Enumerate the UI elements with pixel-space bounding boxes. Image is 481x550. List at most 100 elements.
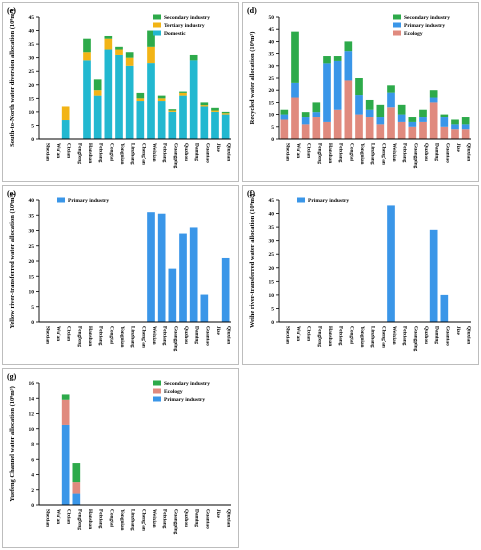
bar-primary-industry xyxy=(440,294,449,322)
bar-primary-industry xyxy=(72,493,81,505)
bar-primary-industry xyxy=(179,233,187,322)
bar-secondary-industry xyxy=(312,102,321,113)
bar-primary-industry xyxy=(61,424,70,505)
x-tick-label: Qiuxian xyxy=(466,143,472,161)
y-tick-label: 10 xyxy=(29,110,35,116)
bar-ecology xyxy=(344,80,353,139)
bar-tertiary-industry xyxy=(200,105,209,107)
chart-weihe-river: (f) 0 5 10 15 20 25 30 35 40 45 Weihe river-transfe… xyxy=(247,189,472,352)
bar-primary-industry xyxy=(451,124,459,130)
x-tick-label: Linzhang xyxy=(130,326,136,348)
y-tick-label: 5 xyxy=(31,123,34,129)
bar-secondary-industry xyxy=(355,78,363,96)
x-tick-label: Guangping xyxy=(172,326,178,352)
y-tick-label: 10 xyxy=(29,290,35,296)
x-tick-label: Hanshan xyxy=(87,143,93,163)
bar-tertiary-industry xyxy=(93,90,102,96)
bar-primary-industry xyxy=(355,95,363,115)
x-tick-label: Quzhou xyxy=(423,326,429,344)
bar-primary-industry xyxy=(440,117,449,127)
x-tick-label: Cixian xyxy=(66,509,72,524)
y-tick-label: 25 xyxy=(269,252,275,258)
bar-secondary-industry xyxy=(168,109,177,111)
y-tick-label: 0 xyxy=(31,503,34,509)
x-tick-label: Wu'an xyxy=(55,509,61,524)
legend-label: Secondary industry xyxy=(404,15,450,21)
y-tick-label: 30 xyxy=(29,229,35,235)
bar-ecology xyxy=(376,124,385,139)
bar-ecology xyxy=(461,129,470,139)
x-tick-label: Wu'an xyxy=(295,326,301,341)
bar-domestic xyxy=(61,120,70,139)
bar-ecology xyxy=(440,126,449,139)
x-tick-label: Guantao xyxy=(204,509,210,529)
bar-secondary-industry xyxy=(83,38,91,53)
bar-secondary-industry xyxy=(301,112,310,118)
bar-domestic xyxy=(83,60,91,139)
y-tick-label: 40 xyxy=(269,212,275,218)
x-tick-label: Cheng'an xyxy=(140,326,146,348)
bar-tertiary-industry xyxy=(157,98,166,102)
bar-secondary-industry xyxy=(461,117,470,125)
y-tick-label: 0 xyxy=(271,320,274,326)
x-tick-label: Cheng'an xyxy=(380,143,386,165)
bar-ecology xyxy=(451,129,459,139)
bar-domestic xyxy=(211,111,219,139)
x-tick-label: Congtai xyxy=(348,326,354,344)
legend-label: Domestic xyxy=(164,31,186,37)
bar-ecology xyxy=(397,121,406,139)
bar-secondary-industry xyxy=(189,54,198,61)
y-tick-label: 25 xyxy=(29,69,35,75)
y-tick-label: 0 xyxy=(271,137,274,143)
bar-domestic xyxy=(147,63,155,139)
bar-tertiary-industry xyxy=(104,38,113,50)
bar-primary-industry xyxy=(429,229,438,322)
x-tick-label: Daming xyxy=(434,326,440,344)
y-tick-label: 35 xyxy=(29,42,35,48)
x-tick-label: Guantao xyxy=(444,326,450,346)
bar-secondary-industry xyxy=(61,394,70,400)
bar-primary-industry xyxy=(301,117,310,125)
bar-secondary-industry xyxy=(376,104,385,118)
bar-primary-industry xyxy=(168,268,177,322)
bar-ecology xyxy=(280,119,289,139)
x-tick-label: Cixian xyxy=(306,143,312,158)
x-tick-label: Feixiang xyxy=(402,143,408,163)
y-tick-label: 12 xyxy=(29,412,35,418)
bar-domestic xyxy=(200,106,209,139)
y-axis-title: South-to-North water diversion allocatio… xyxy=(9,9,16,147)
bar-primary-industry xyxy=(387,205,395,322)
bar-tertiary-industry xyxy=(168,110,177,112)
panel-label: (f) xyxy=(247,189,255,198)
bar-secondary-industry xyxy=(115,46,123,50)
x-tick-label: Quzhou xyxy=(423,143,429,161)
y-tick-label: 2 xyxy=(31,488,34,494)
x-tick-label: Qiuxian xyxy=(226,509,232,527)
bar-secondary-industry xyxy=(344,41,353,52)
bar-domestic xyxy=(136,101,145,139)
y-tick-label: 45 xyxy=(269,198,275,204)
bar-tertiary-industry xyxy=(179,92,187,96)
legend-label: Ecology xyxy=(164,389,183,395)
bar-domestic xyxy=(104,49,113,139)
bar-primary-industry xyxy=(221,257,230,322)
y-tick-label: 0 xyxy=(31,320,34,326)
bar-ecology xyxy=(429,102,438,139)
y-tick-label: 20 xyxy=(269,88,275,94)
legend-label: Secondary industry xyxy=(164,15,210,21)
x-tick-label: Feixiang xyxy=(98,326,104,346)
y-tick-label: 30 xyxy=(269,239,275,245)
x-tick-label: Daming xyxy=(194,143,200,161)
y-tick-label: 14 xyxy=(29,396,35,402)
x-tick-label: Cixian xyxy=(66,326,72,341)
bar-secondary-industry xyxy=(211,107,219,111)
bar-tertiary-industry xyxy=(125,57,134,66)
y-tick-label: 30 xyxy=(29,56,35,62)
x-tick-label: Guangping xyxy=(412,326,418,352)
bar-secondary-industry xyxy=(323,56,331,64)
x-tick-label: Daming xyxy=(194,509,200,527)
y-axis-title: Yuefeng Channel water allocation (10⁸m³) xyxy=(9,386,16,501)
bar-ecology xyxy=(408,126,417,139)
bar-secondary-industry xyxy=(387,85,395,93)
x-tick-label: Cixian xyxy=(66,143,72,158)
